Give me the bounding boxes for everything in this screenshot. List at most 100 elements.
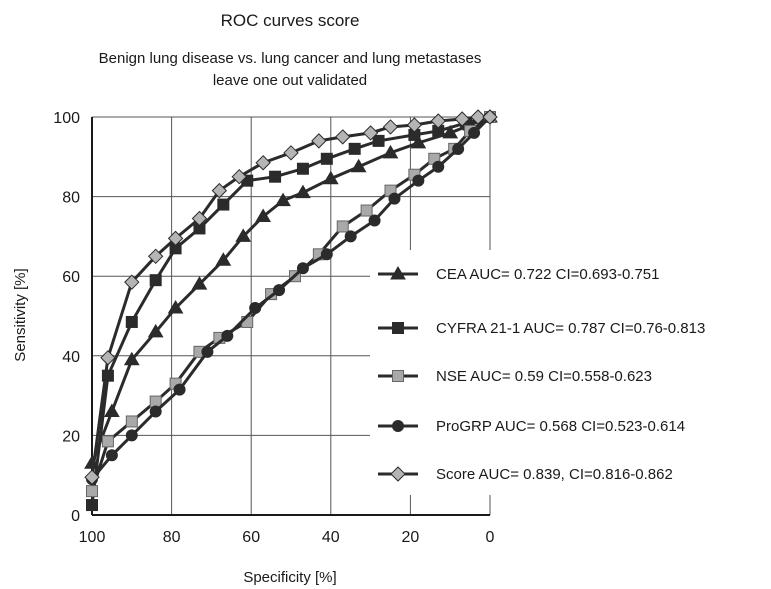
legend-label-2: NSE AUC= 0.59 CI=0.558-0.623 xyxy=(436,368,652,385)
data-point-0-12 xyxy=(350,158,367,173)
data-point-4-13 xyxy=(382,119,399,135)
y-tick-label-2: 40 xyxy=(62,349,80,366)
data-point-3-7 xyxy=(249,302,262,315)
data-point-1-2 xyxy=(125,315,138,328)
data-point-1-6 xyxy=(217,198,230,211)
data-point-4-9 xyxy=(283,145,299,161)
data-point-0-14 xyxy=(410,134,427,149)
data-point-3-13 xyxy=(388,192,401,205)
data-point-3-9 xyxy=(296,262,309,275)
data-point-3-3 xyxy=(149,405,162,418)
data-point-0-13 xyxy=(382,144,399,159)
data-point-0-11 xyxy=(322,170,339,185)
series-0 xyxy=(84,109,498,469)
data-point-0-10 xyxy=(295,184,311,199)
data-point-3-4 xyxy=(173,383,186,396)
data-point-4-17 xyxy=(470,109,486,125)
data-point-0-8 xyxy=(255,208,272,222)
data-point-3-14 xyxy=(412,174,425,187)
chart-subtitle-line-2: leave one out validated xyxy=(213,72,367,89)
data-point-4-11 xyxy=(335,129,351,145)
legend: CEA AUC= 0.722 CI=0.693-0.751 CYFRA 21-1 … xyxy=(370,250,768,495)
legend-background xyxy=(370,250,768,495)
data-point-3-12 xyxy=(368,214,381,227)
x-tick-label-4: 20 xyxy=(402,529,420,546)
series-layer xyxy=(84,109,498,512)
data-point-0-6 xyxy=(215,252,232,266)
x-tick-label-2: 60 xyxy=(242,529,260,546)
data-point-4-6 xyxy=(211,182,228,199)
data-point-3-6 xyxy=(221,329,234,342)
data-point-3-16 xyxy=(452,142,465,155)
data-point-4-8 xyxy=(255,155,271,171)
y-tick-label-0: 0 xyxy=(71,508,80,525)
legend-item-3: ProGRP AUC= 0.568 CI=0.523-0.614 xyxy=(378,418,685,435)
legend-item-2: NSE AUC= 0.59 CI=0.558-0.623 xyxy=(378,368,652,385)
x-axis-label: Specificity [%] xyxy=(243,569,336,586)
y-tick-label-3: 60 xyxy=(62,269,80,286)
data-point-3-2 xyxy=(125,429,138,442)
data-point-2-1 xyxy=(101,435,114,448)
data-point-1-0 xyxy=(86,499,98,512)
data-point-2-0 xyxy=(86,485,98,498)
data-point-0-1 xyxy=(104,403,120,418)
data-point-0-15 xyxy=(442,124,459,139)
y-axis-label: Sensitivity [%] xyxy=(12,268,29,361)
data-point-1-9 xyxy=(296,162,309,175)
data-point-4-14 xyxy=(406,117,423,133)
data-point-0-7 xyxy=(235,228,252,242)
legend-label-4: Score AUC= 0.839, CI=0.816-0.862 xyxy=(436,466,673,483)
data-point-4-1 xyxy=(100,350,116,366)
data-point-4-3 xyxy=(147,248,164,265)
legend-swatch-marker-1 xyxy=(392,322,404,334)
data-point-2-3 xyxy=(149,395,162,408)
data-point-1-3 xyxy=(149,274,162,287)
data-point-3-17 xyxy=(468,126,481,139)
legend-item-1: CYFRA 21-1 AUC= 0.787 CI=0.76-0.813 xyxy=(378,320,705,337)
legend-label-0: CEA AUC= 0.722 CI=0.693-0.751 xyxy=(436,266,659,283)
y-tick-label-1: 20 xyxy=(62,428,80,445)
data-point-2-12 xyxy=(360,204,373,217)
legend-swatch-marker-0 xyxy=(390,266,406,280)
data-point-3-8 xyxy=(273,284,286,297)
data-point-4-7 xyxy=(231,168,247,185)
data-point-3-15 xyxy=(432,160,445,173)
data-point-0-5 xyxy=(191,276,208,290)
data-point-3-10 xyxy=(320,248,333,261)
data-point-4-12 xyxy=(362,125,379,141)
data-point-4-16 xyxy=(454,111,470,127)
data-point-1-1 xyxy=(101,369,114,382)
data-point-2-2 xyxy=(125,415,138,428)
legend-item-0: CEA AUC= 0.722 CI=0.693-0.751 xyxy=(378,266,659,283)
data-point-1-11 xyxy=(348,142,361,155)
x-tick-label-0: 100 xyxy=(79,529,106,546)
chart-subtitle-line-1: Benign lung disease vs. lung cancer and … xyxy=(99,50,482,67)
series-4 xyxy=(84,109,498,485)
data-point-0-3 xyxy=(147,323,164,338)
y-tick-label-4: 80 xyxy=(62,190,80,207)
legend-swatch-marker-4 xyxy=(390,466,406,482)
legend-label-3: ProGRP AUC= 0.568 CI=0.523-0.614 xyxy=(436,418,685,435)
legend-item-4: Score AUC= 0.839, CI=0.816-0.862 xyxy=(378,466,673,483)
data-point-4-5 xyxy=(191,210,208,227)
data-point-3-5 xyxy=(201,345,214,358)
legend-swatch-marker-3 xyxy=(392,420,404,432)
chart-title: ROC curves score xyxy=(221,11,360,30)
y-tick-label-5: 100 xyxy=(53,110,80,127)
x-tick-label-3: 40 xyxy=(322,529,340,546)
data-point-3-1 xyxy=(105,449,118,462)
data-point-2-11 xyxy=(336,220,349,233)
data-point-4-18 xyxy=(482,109,498,125)
x-tick-label-5: 0 xyxy=(486,529,495,546)
data-point-4-4 xyxy=(167,230,184,247)
tick-labels: 0 20 40 60 80 100 100 80 60 40 20 0 xyxy=(53,110,494,546)
x-tick-label-1: 80 xyxy=(163,529,181,546)
data-point-0-9 xyxy=(275,192,291,207)
data-point-1-12 xyxy=(372,134,385,147)
data-point-4-10 xyxy=(311,133,327,149)
legend-label-1: CYFRA 21-1 AUC= 0.787 CI=0.76-0.813 xyxy=(436,320,705,337)
data-point-3-11 xyxy=(344,230,357,243)
legend-swatch-marker-2 xyxy=(392,370,404,382)
data-point-1-8 xyxy=(269,170,282,183)
